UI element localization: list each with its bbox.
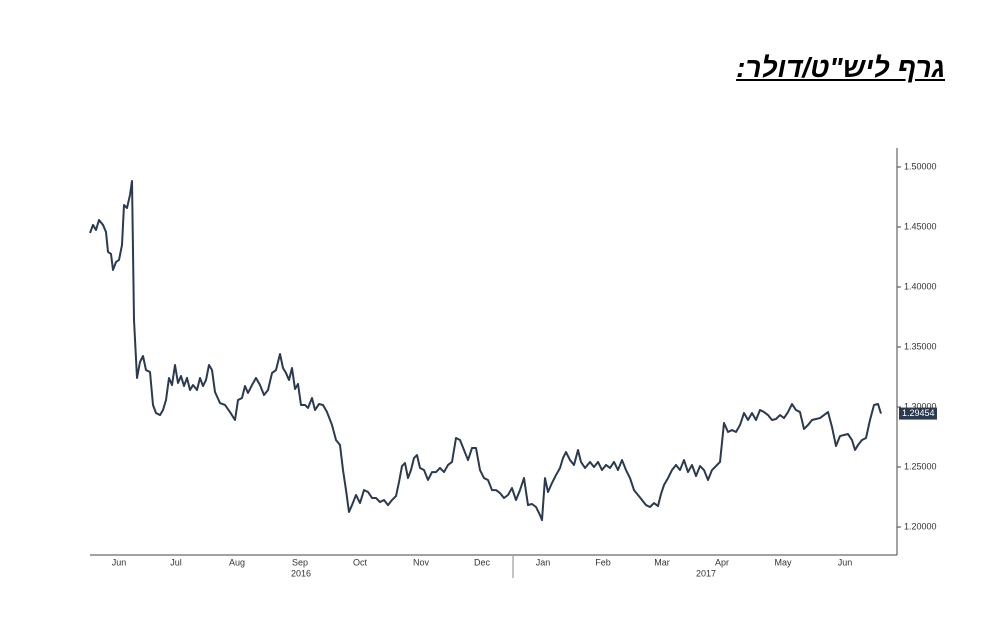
last-value-label: 1.29454 xyxy=(902,408,935,418)
y-tick-label: 1.20000 xyxy=(904,521,937,531)
year-label: 2016 xyxy=(291,568,311,578)
x-tick-label: Apr xyxy=(715,557,729,567)
x-tick-label: Aug xyxy=(229,557,245,567)
last-value-flag xyxy=(899,407,937,420)
x-tick-label: Sep xyxy=(292,557,308,567)
y-tick-label: 1.45000 xyxy=(904,221,937,231)
x-tick-label: Jun xyxy=(838,557,853,567)
x-tick-label: Feb xyxy=(595,557,611,567)
y-tick-label: 1.50000 xyxy=(904,161,937,171)
x-tick-label: Jun xyxy=(112,557,127,567)
year-label: 2017 xyxy=(696,568,716,578)
y-tick-label: 1.35000 xyxy=(904,341,937,351)
x-tick-label: May xyxy=(774,557,792,567)
x-tick-label: Oct xyxy=(353,557,368,567)
y-tick-label: 1.40000 xyxy=(904,281,937,291)
y-tick-label: 1.25000 xyxy=(904,461,937,471)
x-tick-label: Jan xyxy=(536,557,551,567)
chart-title: גרף ליש"ט/דולר: xyxy=(736,52,945,83)
y-tick-label: 1.30000 xyxy=(904,401,937,411)
x-tick-label: Mar xyxy=(654,557,670,567)
x-tick-label: Jul xyxy=(170,557,182,567)
x-tick-label: Nov xyxy=(413,557,430,567)
x-tick-label: Dec xyxy=(474,557,491,567)
price-line xyxy=(89,180,882,522)
